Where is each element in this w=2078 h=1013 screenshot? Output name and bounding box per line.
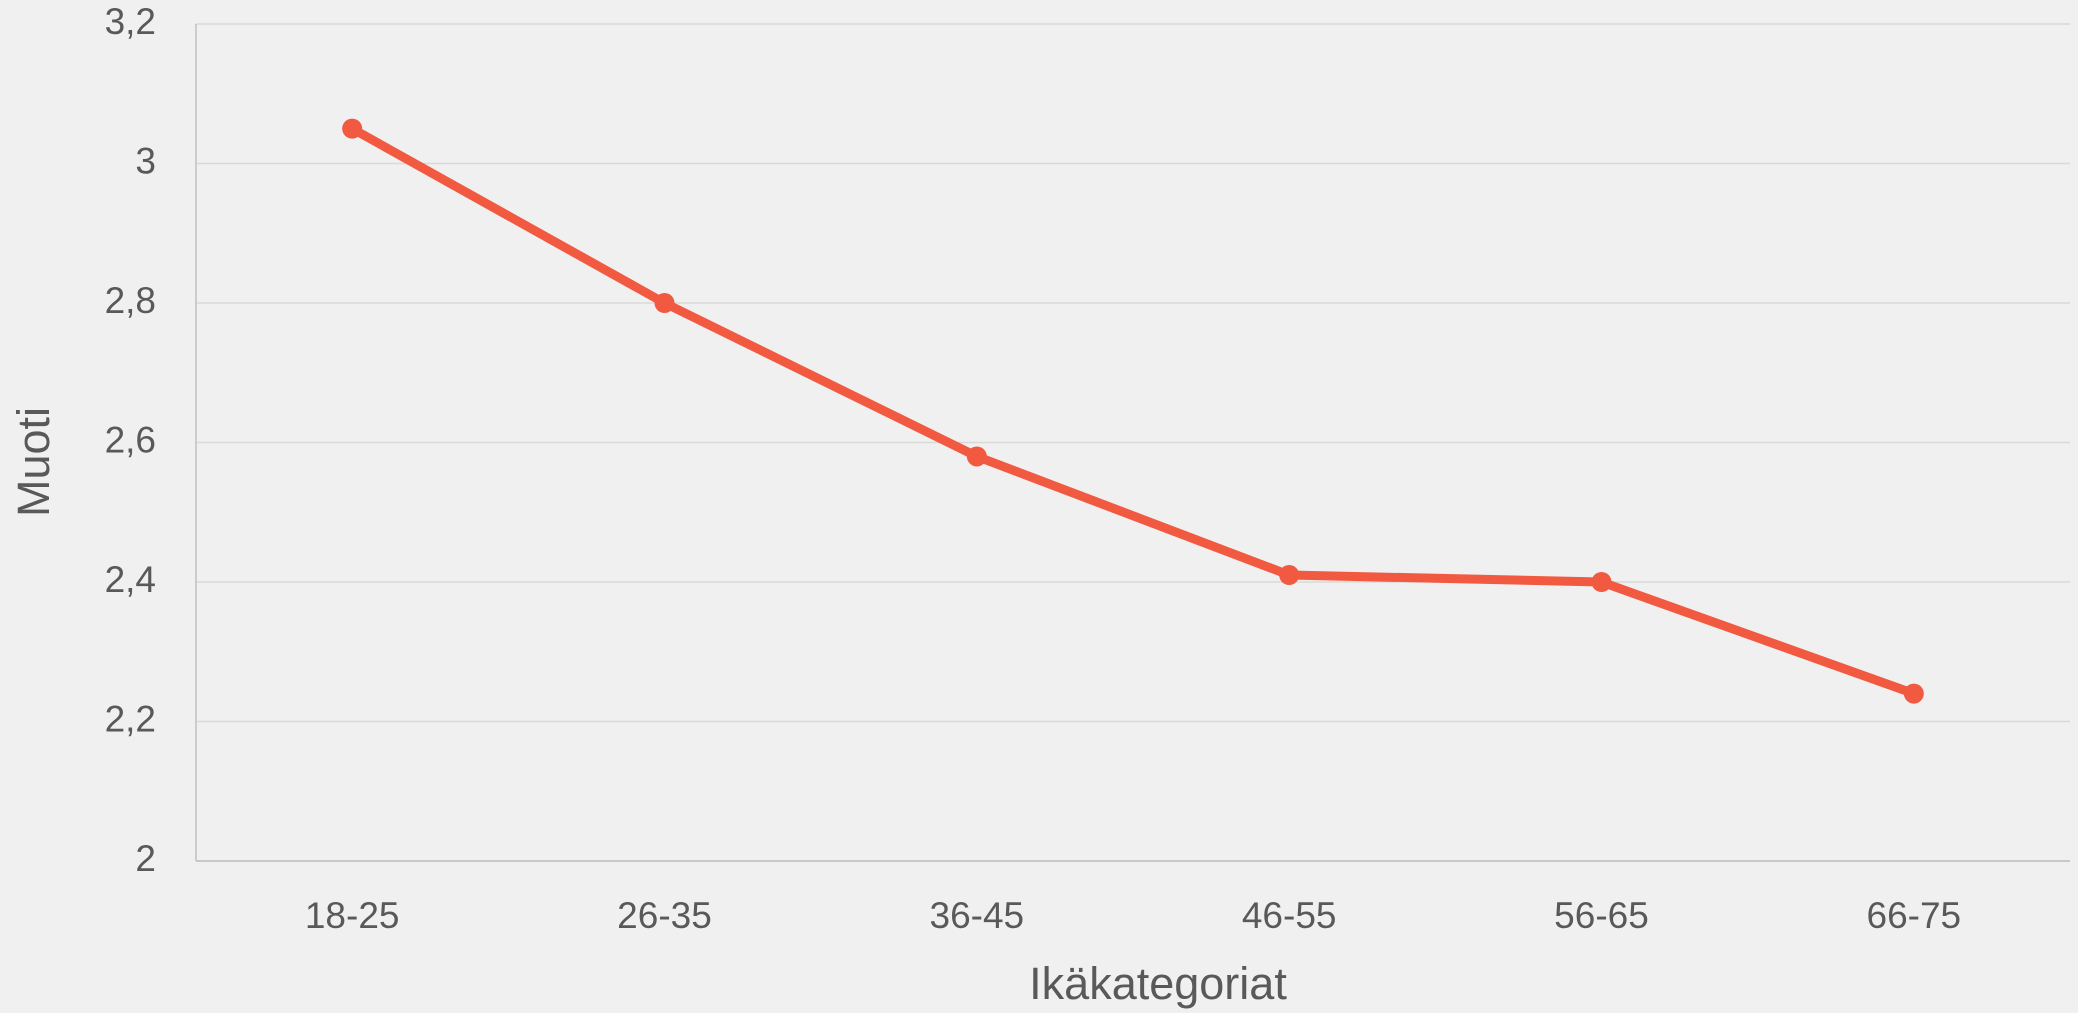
point [1903, 683, 1924, 704]
x-tick-label: 56-65 [1554, 895, 1649, 936]
y-axis-title: Muoti [8, 407, 59, 517]
point [342, 118, 363, 139]
point [654, 293, 675, 313]
y-tick-label: 2 [135, 838, 156, 879]
line [349, 124, 1916, 698]
y-tick-label: 2,2 [105, 698, 156, 739]
x-tick-label: 18-25 [305, 895, 400, 936]
point [1591, 572, 1612, 592]
y-tick-label: 3,2 [105, 1, 156, 42]
point [966, 446, 987, 467]
y-tick-label: 2,6 [105, 419, 156, 460]
x-tick-label: 46-55 [1242, 895, 1337, 936]
x-tick-label: 66-75 [1867, 895, 1962, 936]
y-tick-label: 3 [135, 140, 156, 181]
y-tick-label: 2,8 [105, 280, 156, 321]
x-axis-title: Ikäkategoriat [1029, 958, 1287, 1009]
x-tick-label: 36-45 [930, 895, 1025, 936]
y-tick-label: 2,4 [105, 559, 156, 600]
point [1279, 565, 1300, 586]
x-tick-label: 26-35 [617, 895, 712, 936]
